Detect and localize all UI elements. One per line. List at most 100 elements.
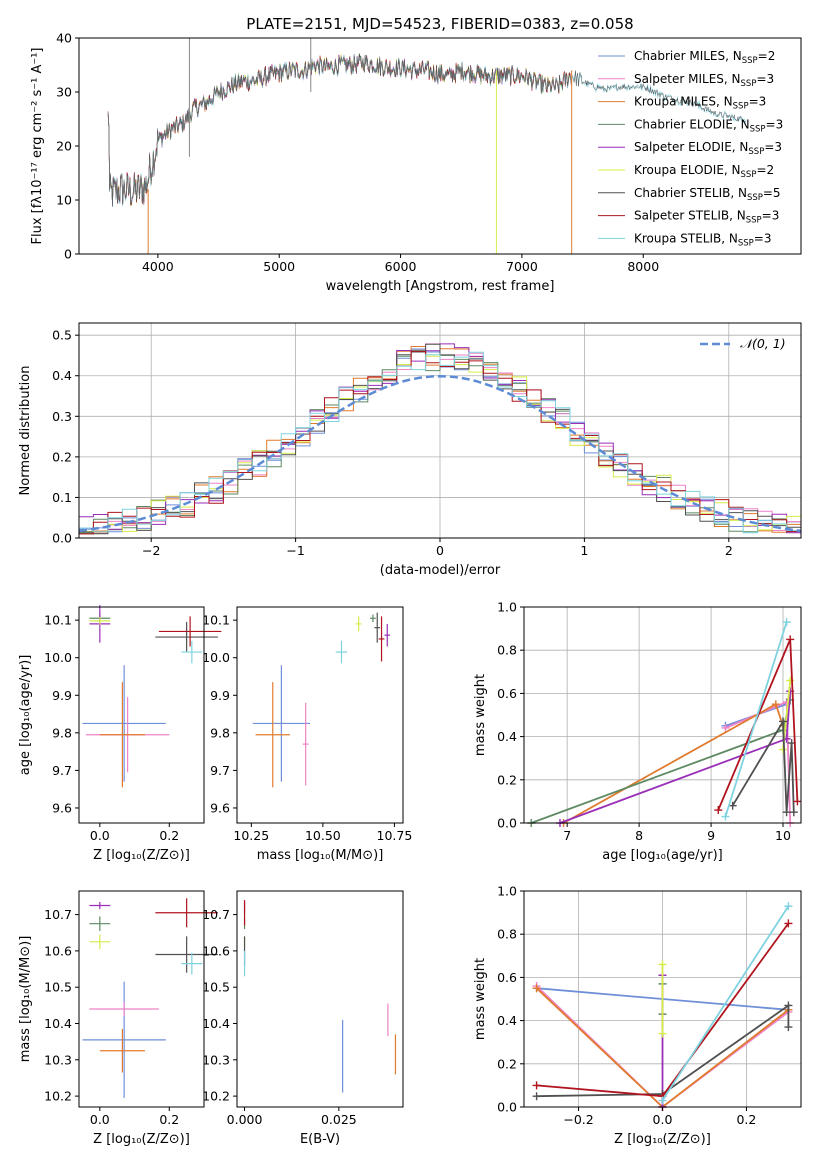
legend-entry: Kroupa MILES, NSSP=3 (634, 95, 766, 112)
y-tick-label: 10.2 (44, 1089, 72, 1104)
axes-age-vs-mass: 10.25 10.50 10.75 9.6 9.7 9.8 9.9 10.0 10.1 mass … (202, 606, 413, 863)
y-tick-label: 9.8 (210, 725, 230, 740)
mass-weight-marker (786, 635, 795, 644)
y-tick-label: 9.8 (52, 725, 72, 740)
y-tick-label: 0.3 (52, 409, 72, 424)
y-tick-label: 0.4 (497, 729, 517, 744)
x-tick-label: 0.0 (90, 828, 110, 843)
y-tick-label: 9.6 (210, 800, 230, 815)
y-tick-label: 10.6 (202, 943, 230, 958)
x-axis-label: mass [log₁₀(M/M⊙)] (257, 848, 384, 863)
mass-weight-marker (721, 812, 730, 821)
errorbar-point (89, 916, 111, 931)
mass-weight-marker (658, 960, 667, 969)
x-tick-label: 0.0 (653, 1112, 673, 1127)
errorbar-point (158, 616, 222, 647)
y-tick-label: 0.0 (497, 816, 517, 831)
y-tick-label: 0.2 (497, 1056, 517, 1071)
y-axis-label: age [log₁₀(age/yr)] (18, 655, 33, 776)
y-tick-label: 10 (56, 193, 72, 208)
axes-frame (523, 606, 802, 824)
errorbar-point (252, 665, 310, 782)
mass-weight-marker (782, 618, 791, 627)
errorbar-point (374, 612, 381, 643)
x-tick-label: 0.000 (227, 1112, 263, 1127)
errorbar-point (384, 623, 391, 647)
plot-area-residuals (78, 343, 802, 538)
mass-weight-marker (532, 1081, 541, 1090)
mass-weight-marker (784, 919, 793, 928)
axes-root: 4000 5000 6000 7000 8000010203040wavelength … (18, 31, 802, 1147)
y-tick-label: 10.4 (44, 1016, 72, 1031)
model-spectrum-7 (107, 55, 571, 207)
legend-entry: Salpeter ELODIE, NSSP=3 (634, 140, 782, 157)
mass-weight-marker (532, 1092, 541, 1101)
errorbar-point (155, 622, 218, 653)
y-tick-label: 0.2 (52, 449, 72, 464)
axes-age-vs-z: 0.0 0.2 9.6 9.7 9.8 9.9 10.0 10.1 Z [log₁₀(Z/Z⊙)… (18, 605, 222, 863)
y-tick-label: 9.7 (52, 763, 72, 778)
x-tick-label: 10 (775, 828, 791, 843)
x-tick-label: 8000 (627, 259, 659, 274)
axes-mass-vs-z: 0.0 0.2 10.2 10.3 10.4 10.5 10.6 10.7 Z [log₁₀(Z… (18, 890, 218, 1147)
y-tick-label: 0.0 (52, 531, 72, 546)
legend-entry: Chabrier STELIB, NSSP=5 (634, 186, 781, 203)
errorbar-point (181, 640, 203, 664)
errorbar-point (89, 901, 111, 910)
mass-weight-marker (784, 902, 793, 911)
x-tick-label: 0.2 (736, 1112, 756, 1127)
axes-spectrum: 4000 5000 6000 7000 8000 0 10 20 30 40 wavelength … (30, 31, 802, 294)
errorbar-point (155, 936, 218, 973)
y-tick-label: 10.7 (202, 907, 230, 922)
y-tick-label: 0.6 (497, 970, 517, 985)
axes-residuals: −2 −1 0 1 2 0.0 0.1 0.2 0.3 0.4 0.5 (data-model)/er… (18, 322, 802, 578)
x-axis-label: E(B-V) (300, 1132, 340, 1147)
mass-weight-marker (532, 984, 541, 993)
plot-area-age-vs-mass (252, 612, 391, 788)
mass-weight-marker (658, 1029, 667, 1038)
axes-frame (78, 606, 205, 824)
observed-spectrum (107, 55, 747, 206)
axes-frame (236, 606, 404, 824)
y-tick-label: 0.4 (497, 1013, 517, 1028)
y-tick-label: 10.1 (44, 613, 72, 628)
errorbar-point (82, 665, 166, 782)
errorbar-point (181, 952, 203, 975)
x-tick-label: 4000 (142, 259, 174, 274)
axes-massweight-vs-age: 7 8 9 10 0.0 0.2 0.4 0.6 0.8 1.0 age [log₁₀(age/yr… (473, 600, 802, 863)
mass-weight-marker (728, 801, 737, 810)
residual-histogram-8 (78, 351, 801, 538)
mass-weight-marker (771, 700, 780, 709)
y-tick-label: 10.3 (44, 1052, 72, 1067)
x-tick-label: 8 (635, 828, 643, 843)
y-tick-label: 0.8 (497, 643, 517, 658)
y-tick-label: 10.1 (202, 613, 230, 628)
mass-weight-marker (784, 1023, 793, 1032)
x-tick-label: 10.75 (377, 828, 413, 843)
y-tick-label: 10.7 (44, 907, 72, 922)
y-axis-label: mass [log₁₀(M/M⊙)] (18, 936, 33, 1063)
errorbar-point (255, 682, 290, 788)
errorbar-point (155, 898, 218, 928)
x-axis-label: age [log₁₀(age/yr)] (602, 848, 723, 863)
x-tick-label: 10.25 (233, 828, 269, 843)
legend-entry: Chabrier MILES, NSSP=2 (634, 49, 775, 66)
errorbar-point (302, 702, 309, 786)
x-tick-label: 7 (563, 828, 571, 843)
legend-entry: Salpeter MILES, NSSP=3 (634, 72, 774, 89)
mass-weight-marker (721, 723, 730, 732)
plot-area-mass-vs-z (82, 898, 218, 1098)
mass-weight-marker (789, 808, 798, 817)
mass-weight-marker (782, 808, 791, 817)
y-tick-label: 0.0 (497, 1100, 517, 1115)
axes-frame (236, 890, 404, 1108)
y-tick-label: 10.2 (202, 1089, 230, 1104)
y-tick-label: 0.8 (497, 927, 517, 942)
mass-weight-series-4 (559, 691, 792, 824)
axes-massweight-vs-z: −0.2 0.0 0.2 0.0 0.2 0.4 0.6 0.8 1.0 Z [log₁₀(Z/Z… (473, 884, 802, 1147)
x-tick-label: 1 (580, 543, 588, 558)
y-tick-label: 9.7 (210, 763, 230, 778)
x-tick-label: −2 (142, 543, 160, 558)
mass-weight-marker (784, 1001, 793, 1010)
y-tick-label: 10.6 (44, 943, 72, 958)
